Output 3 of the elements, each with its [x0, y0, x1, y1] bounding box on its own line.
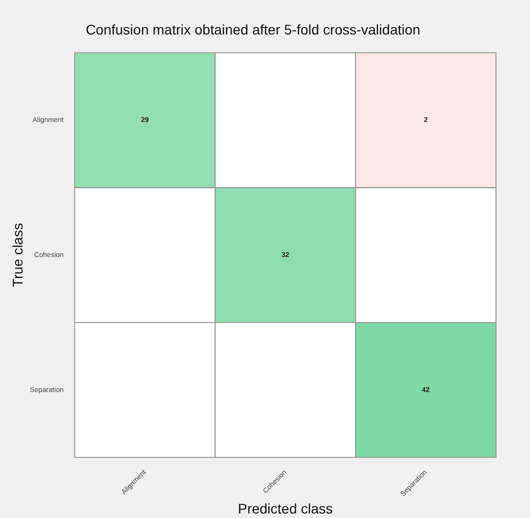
chart-title: Confusion matrix obtained after 5-fold cross-validation: [86, 21, 420, 38]
y-axis-title: True class: [9, 223, 26, 288]
x-axis-title: Predicted class: [238, 500, 333, 516]
